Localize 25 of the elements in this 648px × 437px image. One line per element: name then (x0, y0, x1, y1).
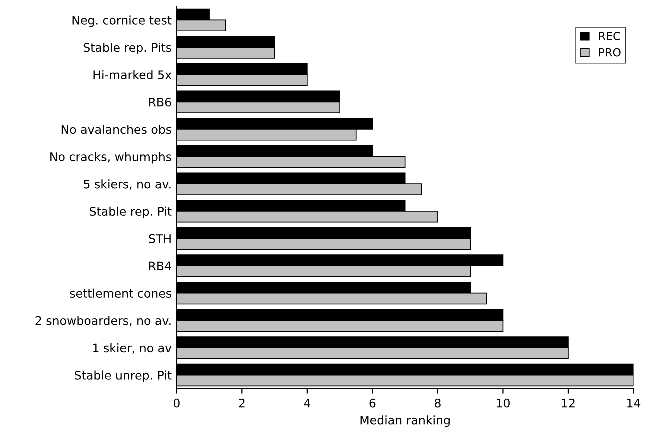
y-tick-label: Stable rep. Pit (90, 206, 172, 218)
y-tick-label: Stable rep. Pits (84, 43, 172, 54)
x-tick-label: 10 (497, 398, 510, 408)
y-tick-label: Neg. cornice test (72, 16, 172, 28)
y-tick-label: RB6 (149, 98, 172, 107)
y-tick-label: 2 snowboarders, no av. (36, 316, 171, 327)
y-tick-label: RB4 (149, 262, 172, 271)
x-tick-label: 2 (239, 398, 245, 408)
y-tick-label: No avalanches obs (62, 124, 172, 134)
x-tick-label: 4 (304, 399, 311, 408)
legend-label: PRO (599, 48, 621, 57)
y-tick-label: settlement cones (70, 288, 172, 298)
x-axis-title: Median ranking (360, 416, 450, 428)
x-tick-label: 6 (370, 398, 376, 408)
legend-label: REC (599, 32, 620, 40)
x-tick-label: 14 (628, 399, 641, 408)
y-tick-label: No cracks, whumphs (50, 152, 172, 164)
y-tick-label: Hi-marked 5x (94, 70, 172, 80)
y-tick-label: Stable unrep. Pit (75, 370, 172, 382)
y-tick-label: 1 skier, no av (94, 343, 172, 354)
x-tick-label: 0 (174, 398, 180, 408)
x-tick-label: 8 (435, 398, 441, 408)
y-tick-label: STH (149, 234, 171, 244)
y-tick-label: 5 skiers, no av. (84, 180, 171, 190)
x-tick-label: 12 (562, 398, 575, 408)
